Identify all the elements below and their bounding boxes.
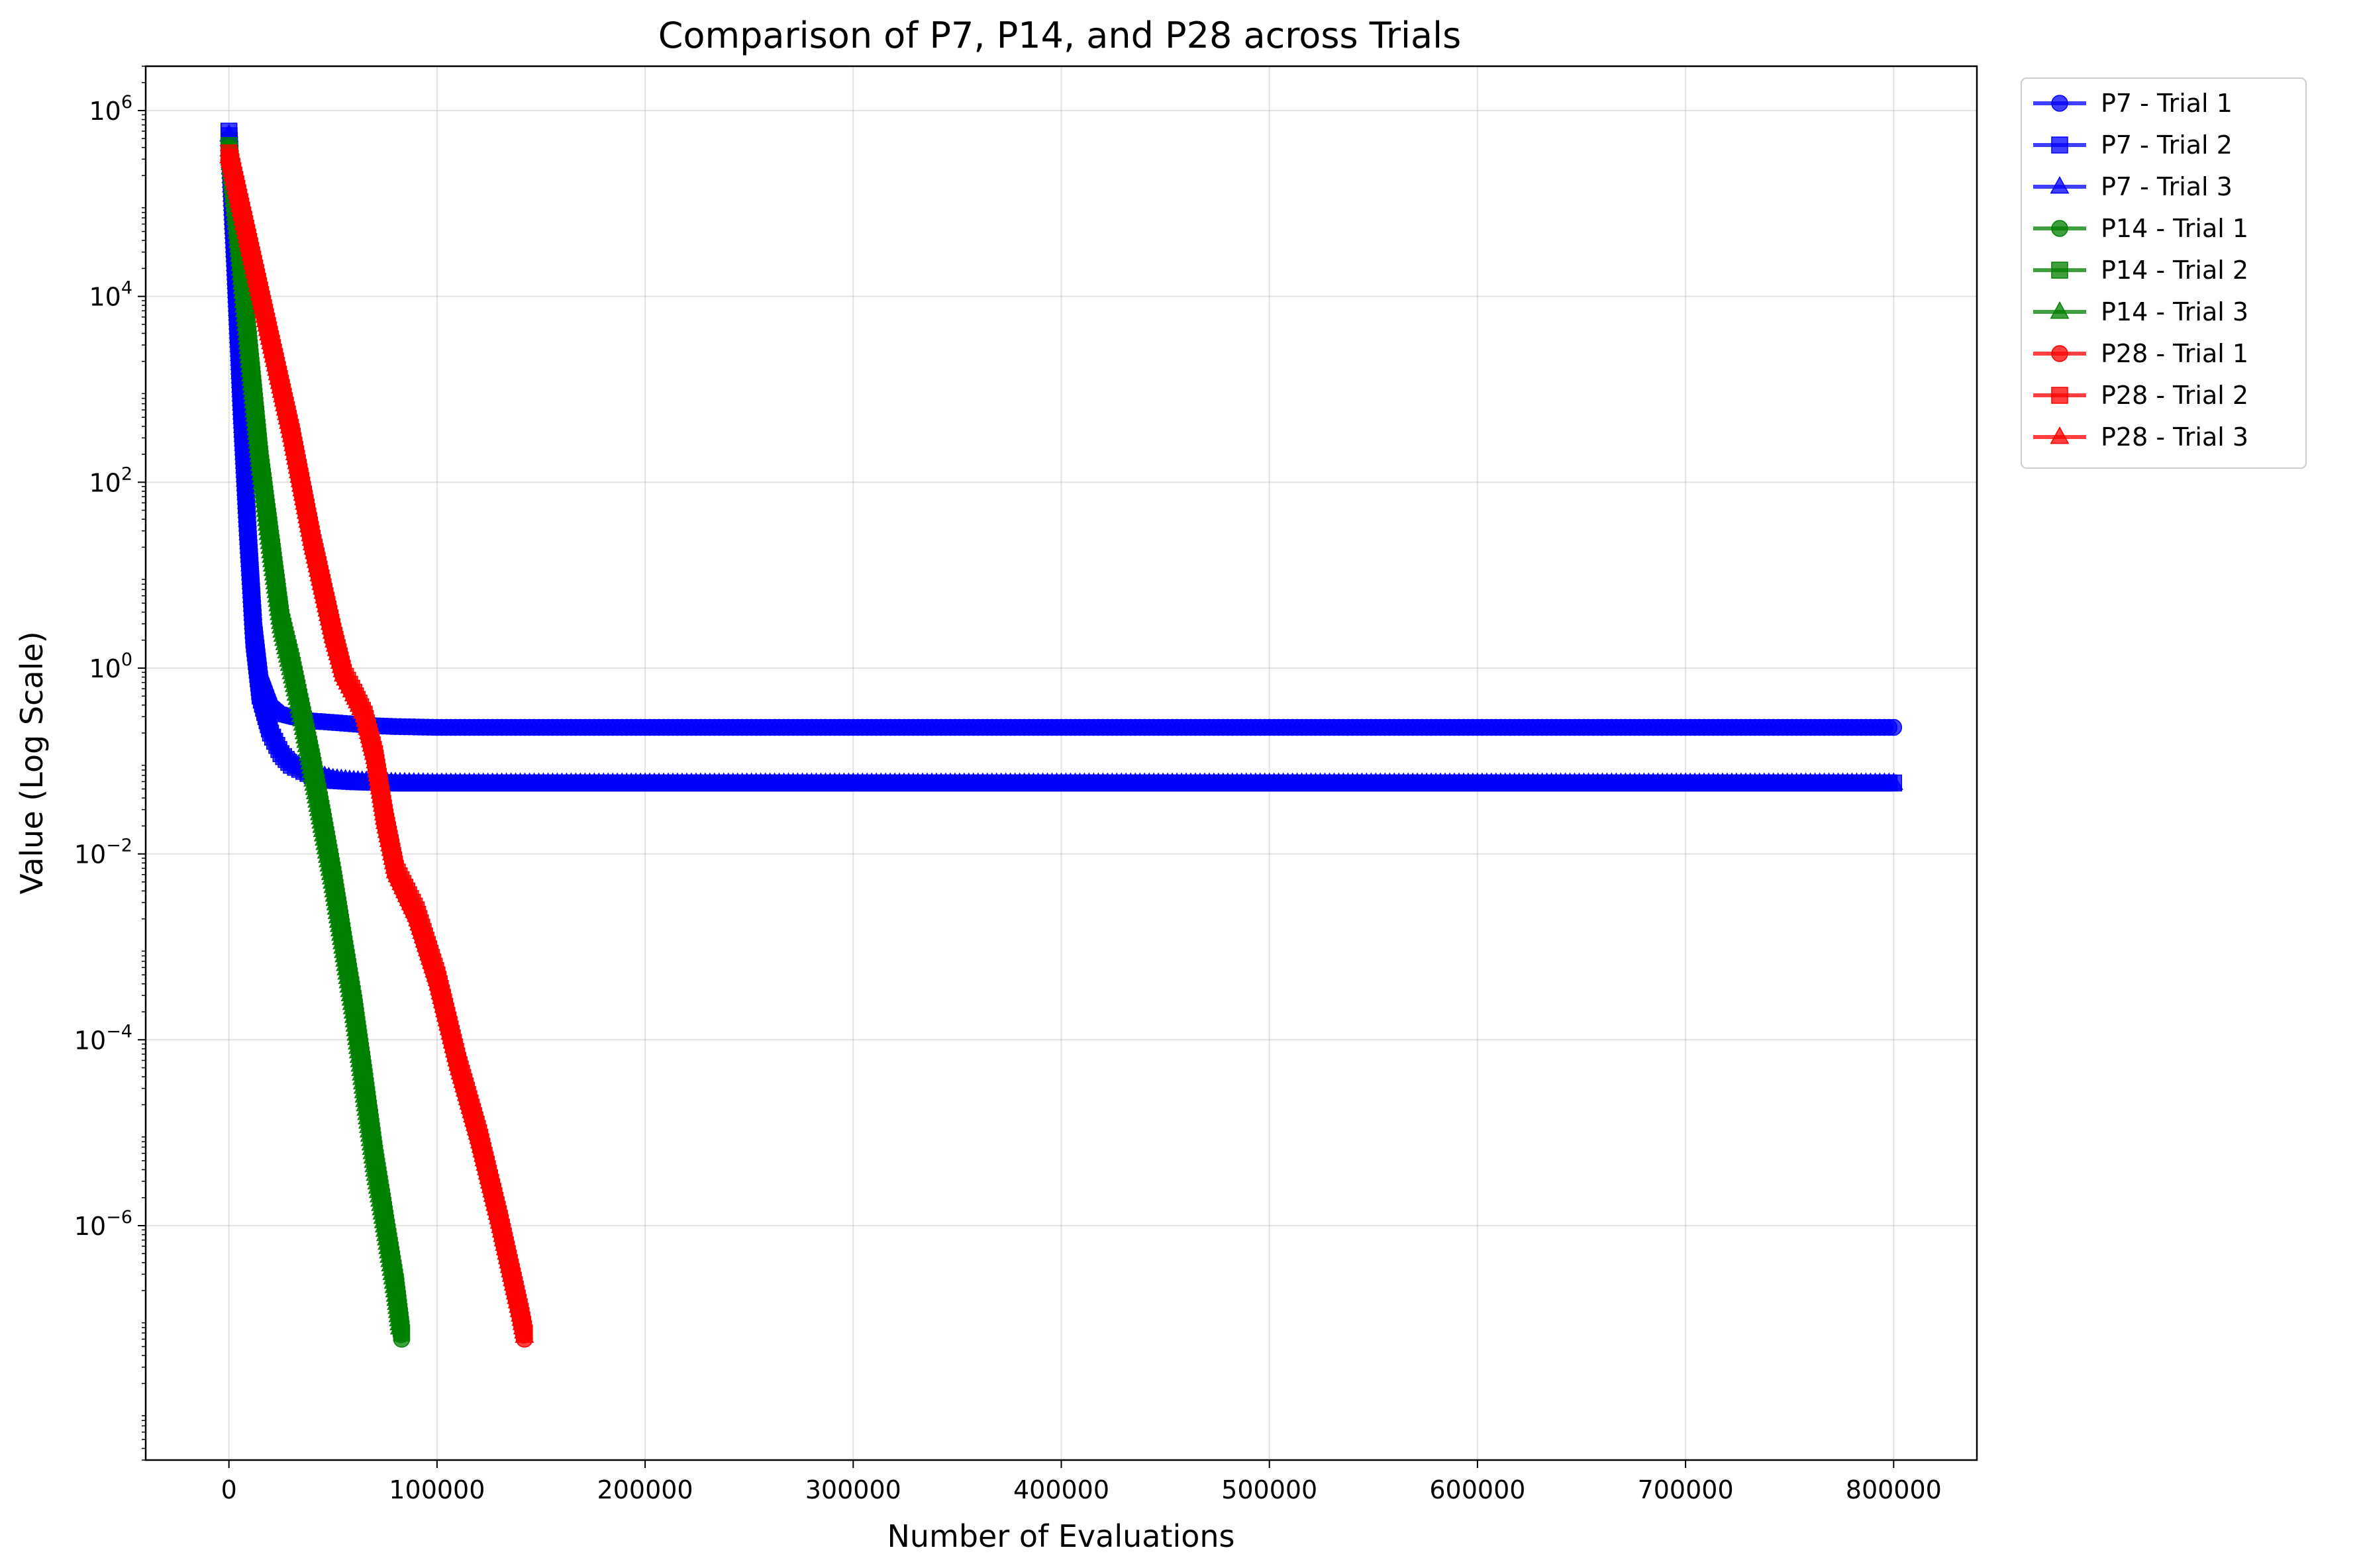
legend-label: P7 - Trial 1 xyxy=(2101,89,2233,118)
y-tick-label: 100 xyxy=(89,650,132,683)
legend-label: P14 - Trial 2 xyxy=(2101,256,2248,285)
legend-marker xyxy=(2051,387,2068,404)
y-tick-label: 10−2 xyxy=(74,836,132,869)
legend-label: P28 - Trial 1 xyxy=(2101,339,2248,368)
y-tick-label: 106 xyxy=(89,92,132,126)
chart-title: Comparison of P7, P14, and P28 across Tr… xyxy=(658,15,1462,56)
grid xyxy=(146,66,1977,1460)
x-axis-ticks: 0 100000 200000 300000 400000 500000 600000 700… xyxy=(221,1460,1942,1504)
legend-item: P14 - Trial 2 xyxy=(2033,256,2248,285)
series-p14-trial3 xyxy=(219,138,409,1335)
x-axis-label: Number of Evaluations xyxy=(887,1518,1234,1554)
legend-label: P14 - Trial 3 xyxy=(2101,297,2248,326)
legend-marker xyxy=(2050,301,2070,319)
y-tick-label: 102 xyxy=(89,464,132,497)
y-axis-label: Value (Log Scale) xyxy=(14,631,50,894)
x-tick-label: 800000 xyxy=(1846,1475,1942,1504)
legend-item: P28 - Trial 3 xyxy=(2033,422,2248,452)
y-axis-ticks: 10−6 10−4 10−2 100 102 104 106 xyxy=(74,66,146,1461)
legend-marker xyxy=(2051,136,2068,154)
data-point xyxy=(1884,772,1903,790)
x-tick-label: 700000 xyxy=(1638,1475,1734,1504)
data-point xyxy=(515,1325,534,1343)
x-tick-label: 100000 xyxy=(389,1475,485,1504)
x-tick-label: 600000 xyxy=(1429,1475,1525,1504)
legend-box xyxy=(2021,77,2307,469)
series-p28-trial3 xyxy=(219,146,534,1343)
legend-item: P14 - Trial 1 xyxy=(2033,214,2248,243)
legend-marker xyxy=(2051,95,2068,112)
legend-item: P7 - Trial 3 xyxy=(2033,172,2233,201)
legend-marker xyxy=(2051,262,2068,279)
legend-label: P14 - Trial 1 xyxy=(2101,214,2248,243)
y-tick-label: 10−4 xyxy=(74,1021,132,1055)
legend: P7 - Trial 1 P7 - Trial 2 P7 - Trial 3 P14 … xyxy=(2021,77,2307,469)
legend-marker xyxy=(2050,176,2070,194)
x-tick-label: 300000 xyxy=(805,1475,901,1504)
legend-marker xyxy=(2051,220,2068,237)
data-point xyxy=(1885,718,1903,736)
x-tick-label: 0 xyxy=(221,1475,237,1504)
legend-item: P28 - Trial 2 xyxy=(2033,381,2248,410)
legend-item: P14 - Trial 3 xyxy=(2033,297,2248,326)
legend-label: P7 - Trial 2 xyxy=(2101,130,2233,160)
y-tick-label: 10−6 xyxy=(74,1207,132,1241)
legend-label: P7 - Trial 3 xyxy=(2101,172,2233,201)
y-tick-label: 104 xyxy=(89,278,132,312)
legend-item: P28 - Trial 1 xyxy=(2033,339,2248,368)
series-p7-trial3 xyxy=(219,124,1903,790)
legend-label: P28 - Trial 3 xyxy=(2101,422,2248,452)
x-tick-label: 400000 xyxy=(1013,1475,1109,1504)
data-point xyxy=(389,1316,409,1335)
plot-series xyxy=(219,122,1903,1348)
legend-marker xyxy=(2050,426,2070,444)
legend-item: P7 - Trial 1 xyxy=(2033,89,2233,118)
legend-marker xyxy=(2051,345,2068,362)
legend-item: P7 - Trial 2 xyxy=(2033,130,2233,160)
legend-label: P28 - Trial 2 xyxy=(2101,381,2248,410)
x-tick-label: 500000 xyxy=(1221,1475,1317,1504)
x-tick-label: 200000 xyxy=(597,1475,693,1504)
